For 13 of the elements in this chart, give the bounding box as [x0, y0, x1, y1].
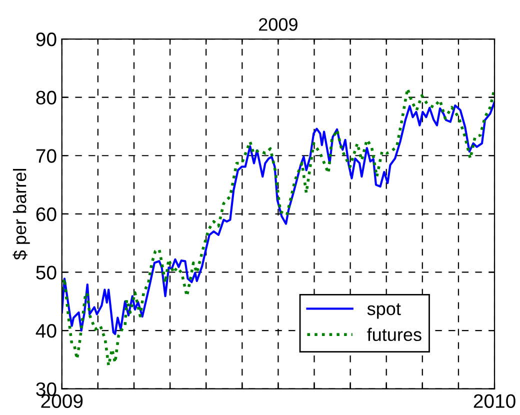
y-tick-label: 80: [36, 90, 56, 105]
x-tick-label: 2010: [474, 394, 516, 408]
legend-label: spot: [367, 303, 401, 319]
y-tick-label: 30: [36, 382, 56, 396]
line-series: [62, 87, 495, 367]
legend-label: futures: [367, 328, 422, 342]
y-axis-title: $ per barrel: [12, 168, 30, 260]
y-tick-label: 60: [36, 207, 56, 222]
y-tick-label: 50: [36, 266, 56, 280]
y-tick-label: 90: [36, 32, 56, 46]
chart-title: 2009: [259, 18, 298, 31]
y-tick-label: 40: [36, 324, 56, 338]
y-tick-label: 70: [36, 149, 56, 163]
